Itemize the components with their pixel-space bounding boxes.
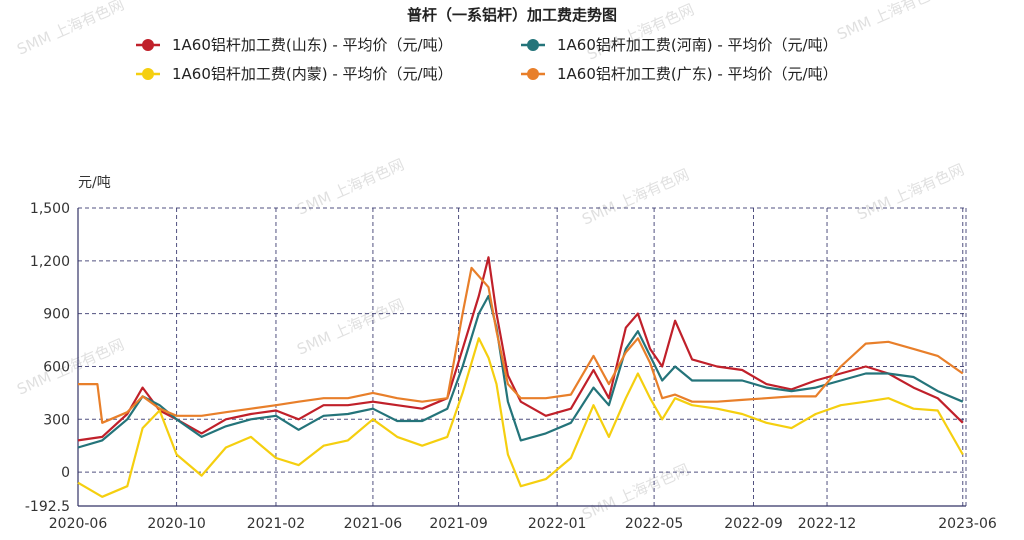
watermark-text: SMM 上海有色网 <box>834 0 947 44</box>
watermark-text: SMM 上海有色网 <box>294 155 407 218</box>
legend-swatch-marker <box>527 68 539 80</box>
y-tick-label: 300 <box>43 412 70 428</box>
legend-swatch-marker <box>142 68 154 80</box>
series-line <box>77 294 964 449</box>
legend-label: 1A60铝杆加工费(内蒙) - 平均价（元/吨） <box>172 65 453 83</box>
y-tick-label: 1,200 <box>30 254 70 270</box>
x-tick-label: 2021-06 <box>344 516 403 532</box>
legend-label: 1A60铝杆加工费(山东) - 平均价（元/吨） <box>172 36 453 54</box>
x-tick-label: 2022-05 <box>625 516 684 532</box>
series-layer <box>77 256 964 498</box>
legend-swatch-marker <box>142 39 154 51</box>
watermark-text: SMM 上海有色网 <box>294 295 407 358</box>
x-tick-label: 2022-12 <box>798 516 857 532</box>
legend-label: 1A60铝杆加工费(河南) - 平均价（元/吨） <box>557 36 838 54</box>
watermark-text: SMM 上海有色网 <box>14 0 127 59</box>
legend: 1A60铝杆加工费(山东) - 平均价（元/吨） 1A60铝杆加工费(河南) - … <box>136 36 838 83</box>
watermark-text: SMM 上海有色网 <box>14 335 127 398</box>
y-tick-label: -192.5 <box>25 499 70 515</box>
x-tick-label: 2020-10 <box>147 516 206 532</box>
y-axis-ticks: 1,500 1,200 900 600 300 0 -192.5 <box>25 201 70 515</box>
watermark-text: SMM 上海有色网 <box>579 460 692 523</box>
x-axis-ticks: 2020-06 2020-10 2021-02 2021-06 2021-09 2022-… <box>49 516 997 532</box>
watermark-text: SMM 上海有色网 <box>854 160 967 223</box>
legend-label: 1A60铝杆加工费(广东) - 平均价（元/吨） <box>557 65 838 83</box>
x-tick-label: 2022-09 <box>724 516 783 532</box>
grid <box>77 207 967 507</box>
series-line <box>78 266 964 424</box>
chart-title: 普杆（一系铝杆）加工费走势图 <box>407 6 617 24</box>
y-tick-label: 600 <box>43 359 70 375</box>
series-line <box>77 256 964 442</box>
x-tick-label: 2021-02 <box>247 516 306 532</box>
legend-swatch-marker <box>527 39 539 51</box>
y-axis-unit-label: 元/吨 <box>78 175 111 191</box>
x-tick-label: 2020-06 <box>49 516 108 532</box>
x-tick-label: 2022-01 <box>528 516 587 532</box>
y-tick-label: 0 <box>61 465 70 481</box>
x-tick-label: 2023-06 <box>938 516 997 532</box>
watermark-text: SMM 上海有色网 <box>579 165 692 228</box>
y-tick-label: 900 <box>43 307 70 323</box>
series-line <box>77 337 964 498</box>
y-tick-label: 1,500 <box>30 201 70 217</box>
x-tick-label: 2021-09 <box>429 516 488 532</box>
